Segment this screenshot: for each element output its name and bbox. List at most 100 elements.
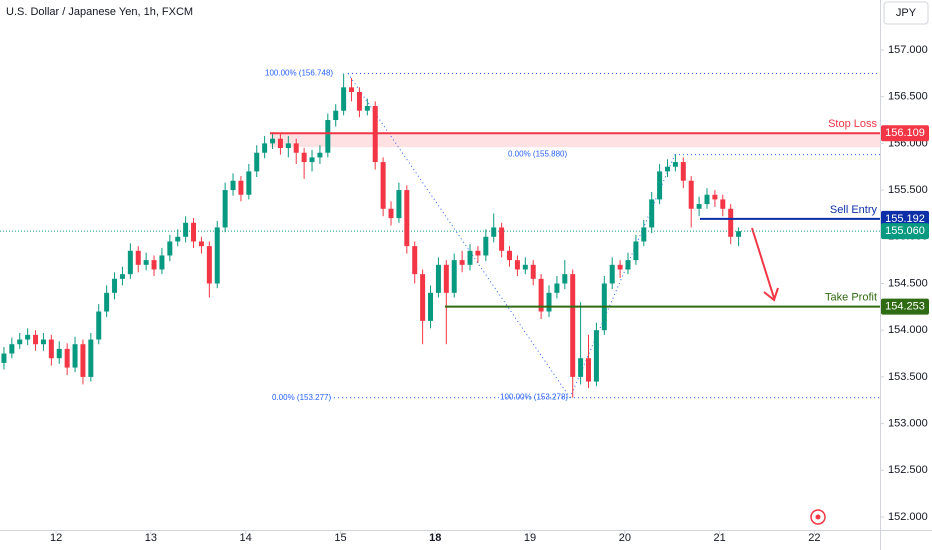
chart-title: U.S. Dollar / Japanese Yen, 1h, FXCM xyxy=(6,6,193,18)
fib-label: 0.00% (155.880) xyxy=(508,150,567,159)
candle-body xyxy=(704,194,710,205)
candle-body xyxy=(356,92,362,111)
candle-body xyxy=(665,166,671,172)
x-tick-label: 21 xyxy=(714,532,726,544)
candle-body xyxy=(562,274,568,284)
price-badge-label: 156.109 xyxy=(885,127,925,139)
candle-body xyxy=(40,339,46,345)
stop-loss-zone xyxy=(270,133,880,148)
candle-body xyxy=(507,250,513,261)
arrow-shaft xyxy=(751,227,775,299)
y-tick-label: 157.000 xyxy=(888,44,928,56)
candle-body xyxy=(428,292,434,321)
candle-body xyxy=(633,241,639,261)
candle-body xyxy=(467,250,473,265)
candle-body xyxy=(720,199,726,209)
candle-body xyxy=(1,353,7,363)
candle-body xyxy=(491,227,497,237)
candle-body xyxy=(285,143,291,149)
price-badge-label: 155.192 xyxy=(885,213,925,225)
candle-body xyxy=(420,274,426,321)
x-tick-label: 12 xyxy=(50,532,62,544)
level-name: Stop Loss xyxy=(828,118,877,130)
candle-body xyxy=(333,110,339,121)
candle-body xyxy=(222,190,228,228)
candle-body xyxy=(680,162,686,181)
x-tick-label: 18 xyxy=(429,532,441,544)
candle-body xyxy=(64,348,70,368)
candle-body xyxy=(514,260,520,270)
candle-body xyxy=(570,274,576,377)
candle-body xyxy=(341,87,347,111)
y-tick-label: 153.500 xyxy=(888,371,928,383)
x-tick-label: 22 xyxy=(808,532,820,544)
candle-body xyxy=(459,260,465,265)
candle-body xyxy=(530,264,536,279)
candle-body xyxy=(246,171,252,195)
x-tick-label: 13 xyxy=(145,532,157,544)
candle-body xyxy=(48,339,54,359)
candle-body xyxy=(183,222,189,237)
candle-body xyxy=(728,208,734,237)
candle-body xyxy=(238,180,244,195)
candle-body xyxy=(554,283,560,293)
candle-body xyxy=(522,264,528,270)
candle-body xyxy=(593,330,599,382)
fib-label: 0.00% (153.277) xyxy=(272,393,331,402)
candle-body xyxy=(625,260,631,270)
candle-body xyxy=(435,264,441,293)
candle-body xyxy=(617,264,623,270)
candle-body xyxy=(262,143,268,153)
candle-body xyxy=(254,152,260,172)
candle-body xyxy=(119,274,125,279)
x-tick-label: 19 xyxy=(524,532,536,544)
price-badge xyxy=(881,125,929,142)
candle-body xyxy=(696,204,702,209)
x-tick-label: 20 xyxy=(619,532,631,544)
candle-body xyxy=(388,208,394,219)
candle-body xyxy=(364,106,370,111)
candle-body xyxy=(9,344,15,354)
candle-body xyxy=(641,227,647,242)
candle-body xyxy=(135,250,141,265)
candle-body xyxy=(412,246,418,275)
currency-button[interactable] xyxy=(883,1,929,25)
candle-body xyxy=(546,292,552,312)
candle-body xyxy=(104,292,110,312)
candle-body xyxy=(270,138,276,144)
level-name: Sell Entry xyxy=(830,204,878,216)
candle-body xyxy=(127,250,133,275)
candle-body xyxy=(712,194,718,200)
price-badge-label: 155.060 xyxy=(885,225,925,237)
arrow-head xyxy=(763,287,779,302)
currency-label: JPY xyxy=(896,7,917,19)
candle-body xyxy=(451,260,457,293)
candle-body xyxy=(112,278,118,293)
target-icon-dot xyxy=(815,514,821,520)
candle-body xyxy=(443,264,449,293)
candle-body xyxy=(538,278,544,312)
candle-body xyxy=(293,143,299,153)
candle-body xyxy=(230,180,236,191)
candle-body xyxy=(586,358,592,382)
candle-body xyxy=(317,152,323,158)
level-name: Take Profit xyxy=(825,291,877,303)
target-icon[interactable] xyxy=(810,509,826,525)
candle-body xyxy=(151,260,157,270)
candle-body xyxy=(277,138,283,149)
candle-body xyxy=(143,260,149,265)
fib-diagonal xyxy=(347,73,571,398)
candle-body xyxy=(206,246,212,284)
candle-body xyxy=(17,339,23,345)
y-tick-label: 153.000 xyxy=(888,418,928,430)
candle-body xyxy=(309,157,315,163)
fib-label: 100.00% (153.278) xyxy=(500,393,568,402)
candle-body xyxy=(80,344,86,377)
y-tick-label: 156.500 xyxy=(888,91,928,103)
y-tick-label: 152.000 xyxy=(888,511,928,523)
candle-body xyxy=(609,264,615,284)
candle-body xyxy=(325,120,331,153)
candle-body xyxy=(301,152,307,163)
candle-body xyxy=(475,250,481,256)
